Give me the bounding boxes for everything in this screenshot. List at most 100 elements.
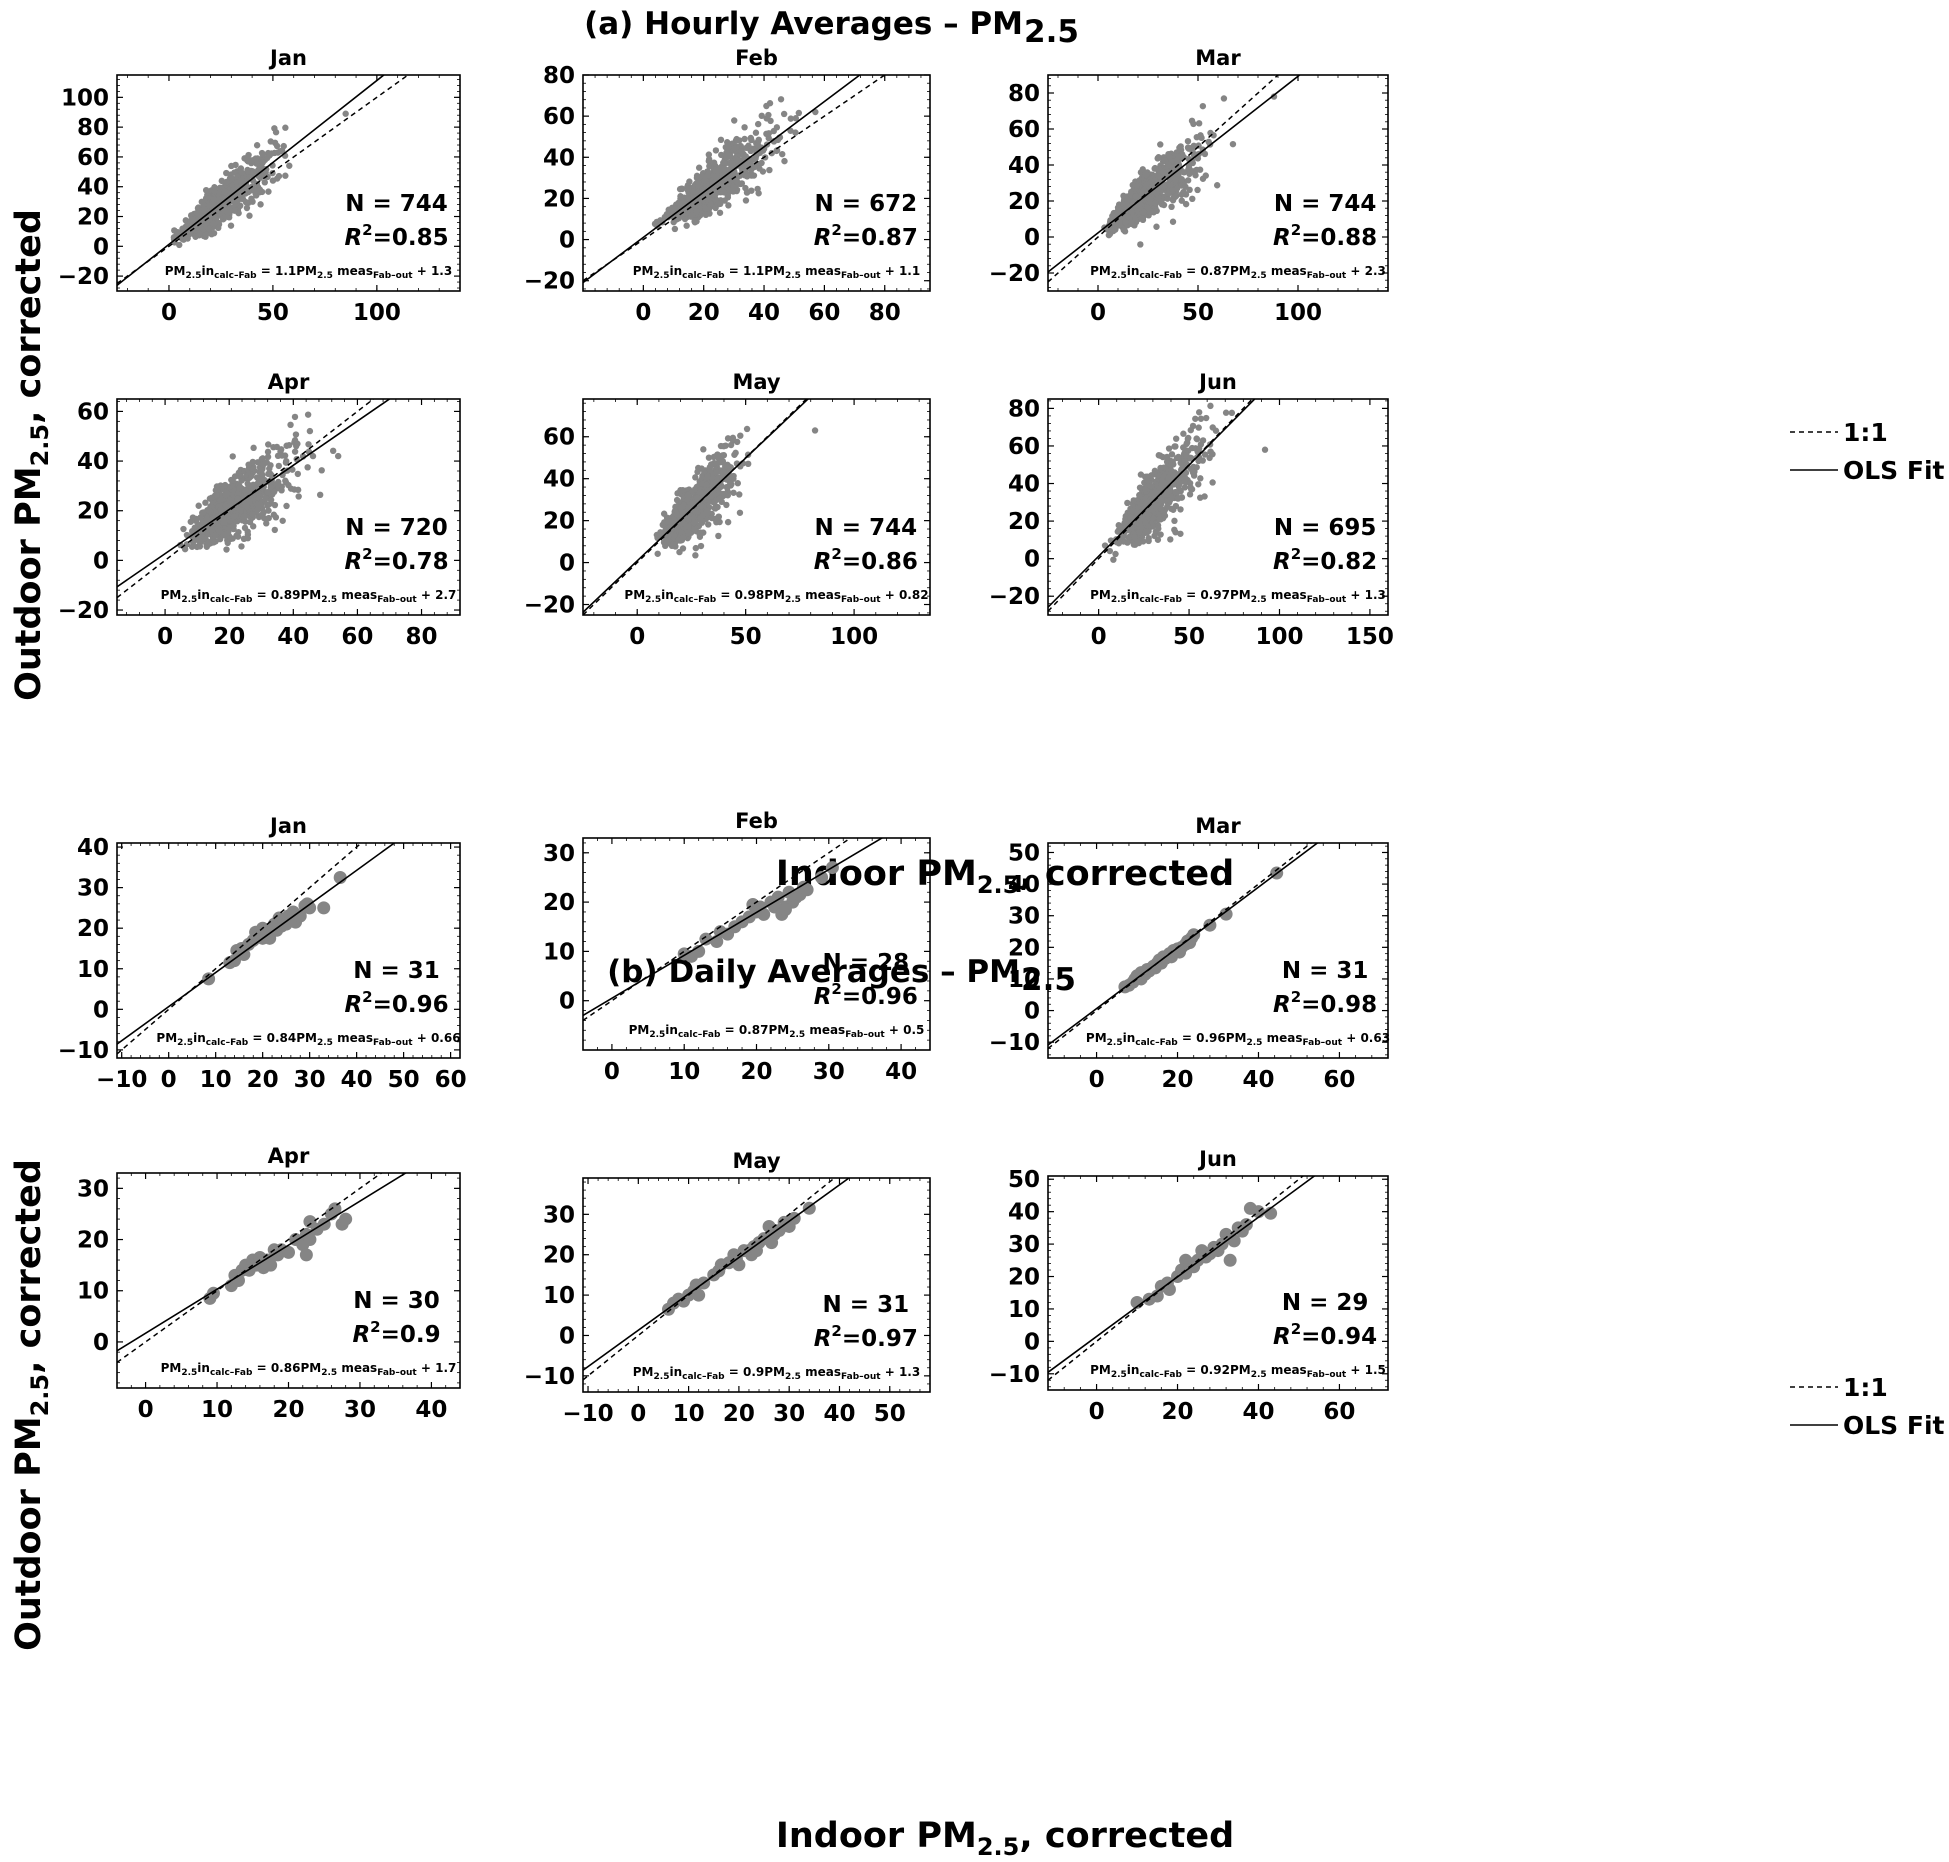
legend-1to1-label: 1:1 <box>1843 418 1888 447</box>
data-point <box>256 188 264 196</box>
x-tick-label: 150 <box>1346 624 1394 650</box>
data-point <box>706 162 713 170</box>
data-point <box>669 541 677 549</box>
data-point <box>748 172 755 179</box>
y-tick-label: −20 <box>524 269 575 295</box>
data-point <box>283 502 290 510</box>
data-point <box>1190 120 1197 128</box>
r2-value: =0.85 <box>373 225 449 251</box>
one-to-one-line <box>1048 75 1280 283</box>
xlabel-daily: Indoor PM2.5, corrected <box>776 1816 1234 1861</box>
one-to-one-line <box>117 75 410 285</box>
stat-n: N = 744 <box>345 191 448 217</box>
data-point <box>729 160 736 167</box>
data-point <box>670 218 677 226</box>
eq-part: PM <box>1090 264 1111 278</box>
data-point <box>196 543 204 550</box>
data-point <box>1129 181 1136 189</box>
eq-part: + 1.3 <box>413 264 453 278</box>
panel-hourly-feb: Feb 0 20 40 60 80 −20 0 20 40 60 80 N = 672 R2=0.87 PM… <box>524 46 931 326</box>
data-point <box>210 229 218 237</box>
data-point <box>1184 177 1192 184</box>
y-tick-label: 20 <box>543 509 575 535</box>
data-point <box>1185 164 1193 172</box>
panel-title: Jun <box>1197 370 1237 394</box>
y-tick-label: 40 <box>1008 472 1040 498</box>
data-point <box>671 225 679 233</box>
r2-symbol: R <box>344 225 362 251</box>
data-point <box>256 501 264 508</box>
x-tick-label: 80 <box>406 624 438 650</box>
data-point <box>1178 176 1185 184</box>
plot-area <box>583 75 887 284</box>
data-point <box>248 195 255 202</box>
data-point <box>1202 172 1209 179</box>
data-point <box>1197 475 1204 482</box>
data-point <box>270 488 278 496</box>
eq-part: = 0.98PM <box>716 588 785 602</box>
eq-part: = 0.89PM <box>252 588 321 602</box>
data-point <box>715 488 722 495</box>
data-point <box>181 233 188 241</box>
data-point <box>701 177 709 184</box>
data-point <box>654 550 661 557</box>
data-point <box>720 189 728 196</box>
data-point <box>768 149 775 157</box>
data-point <box>254 506 261 513</box>
data-point <box>1180 188 1187 196</box>
regression-equation: PM2.5incalc–Fab = 1.1PM2.5 measFab–out +… <box>633 264 920 281</box>
eq-part: calc–Fab <box>214 271 257 281</box>
data-point <box>1115 207 1123 214</box>
data-point <box>272 129 280 136</box>
data-point <box>244 535 252 542</box>
data-point <box>1151 532 1158 540</box>
y-tick-label: 20 <box>77 205 109 231</box>
eq-part: PM <box>165 264 186 278</box>
data-point <box>692 508 699 515</box>
data-point <box>268 150 275 157</box>
regression-equation: PM2.5incalc–Fab = 1.1PM2.5 measFab–out +… <box>165 264 452 281</box>
data-point <box>736 509 744 516</box>
data-point <box>234 533 242 540</box>
eq-part: calc–Fab <box>682 271 725 281</box>
data-point <box>1189 469 1197 476</box>
data-point <box>305 441 312 448</box>
data-point <box>697 529 704 536</box>
ylabel-hourly-sub: 2.5 <box>26 424 54 467</box>
data-point <box>727 464 734 471</box>
data-point <box>1229 140 1237 148</box>
data-point <box>1220 95 1228 102</box>
data-point <box>730 184 738 191</box>
data-point <box>741 135 748 143</box>
panel-title: May <box>732 370 780 394</box>
y-tick-label: 60 <box>1008 117 1040 143</box>
data-point <box>244 168 251 175</box>
data-point <box>1222 409 1230 416</box>
data-point <box>737 432 744 439</box>
x-tick-label: 60 <box>341 624 373 650</box>
data-point <box>730 489 737 496</box>
data-point <box>697 542 705 550</box>
eq-part: 2.5 <box>785 271 801 281</box>
data-point <box>720 452 728 459</box>
y-tick-label: 60 <box>543 104 575 130</box>
xlabel-hourly: Indoor PM2.5, corrected <box>776 854 1234 899</box>
eq-part: Fab–out <box>841 595 881 605</box>
eq-part: PM <box>633 264 654 278</box>
data-point <box>235 469 242 477</box>
data-point <box>211 187 218 195</box>
eq-part: 2.5 <box>181 595 197 605</box>
data-point <box>249 523 257 530</box>
data-point <box>683 222 690 229</box>
data-point <box>1157 141 1164 148</box>
data-point <box>196 537 204 545</box>
data-point <box>1182 200 1190 208</box>
data-point <box>275 462 283 470</box>
data-point <box>1213 182 1221 189</box>
y-tick-label: 60 <box>543 425 575 451</box>
plot-frame <box>1047 398 1389 616</box>
eq-part: + 1.1 <box>881 264 921 278</box>
data-point <box>766 166 773 174</box>
section-title-hourly-sub: 2.5 <box>1024 14 1079 50</box>
data-point <box>1140 208 1148 216</box>
